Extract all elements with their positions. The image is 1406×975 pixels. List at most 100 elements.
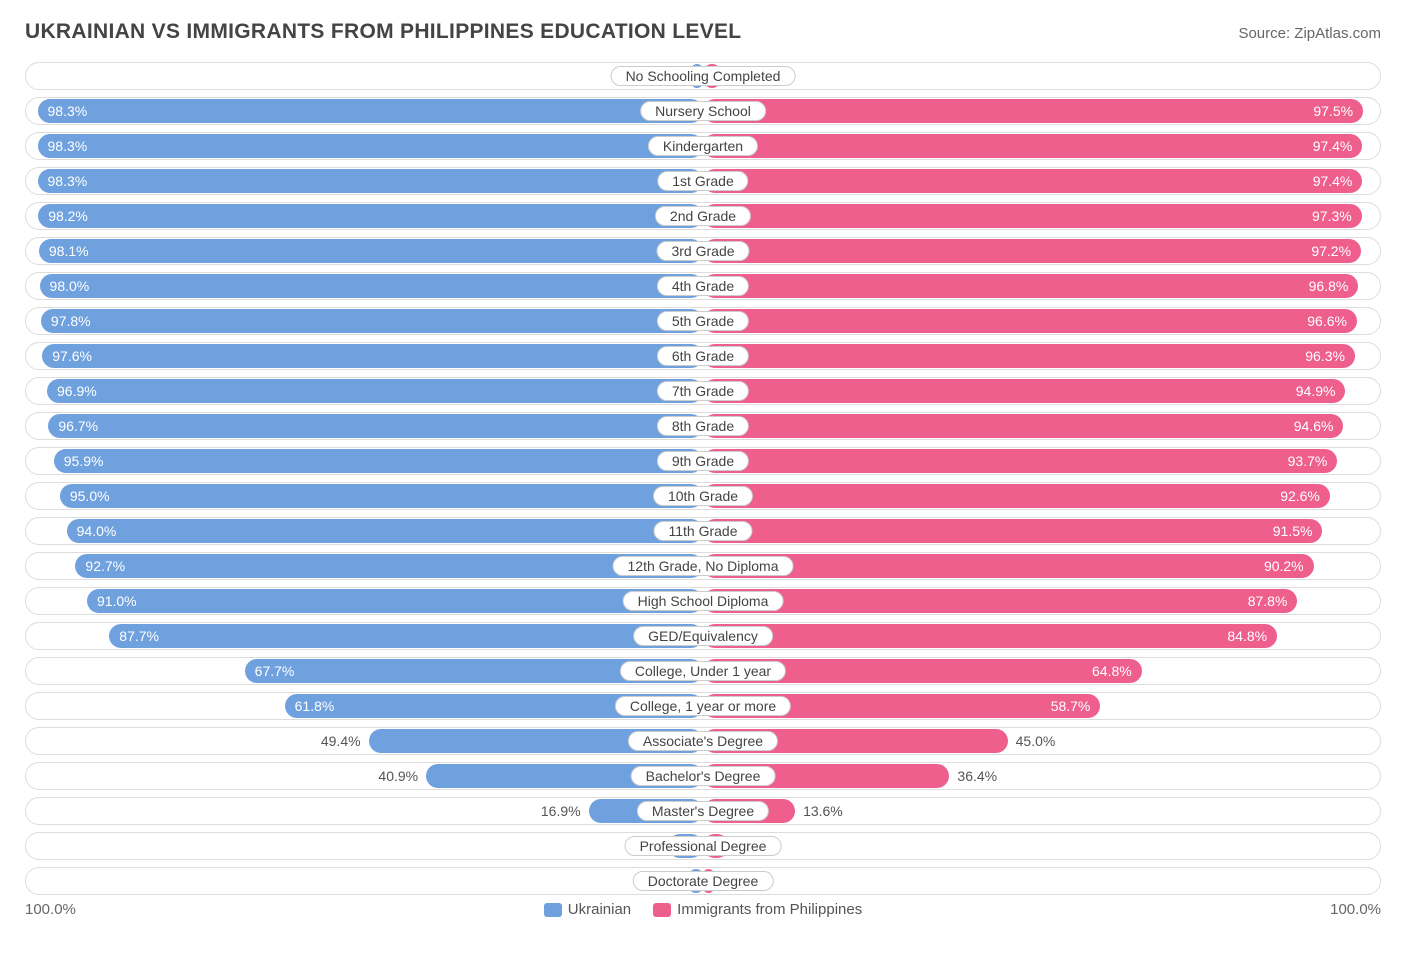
value-right: 13.6% (803, 803, 843, 819)
value-left: 98.3% (48, 103, 88, 119)
chart-row: 97.8%96.6%5th Grade (25, 307, 1381, 335)
value-left: 67.7% (255, 663, 295, 679)
value-left: 98.0% (50, 278, 90, 294)
category-label: 8th Grade (657, 416, 749, 436)
value-right: 96.3% (1305, 348, 1345, 364)
bar-left (60, 484, 703, 508)
chart-row: 16.9%13.6%Master's Degree (25, 797, 1381, 825)
bar-left (67, 519, 703, 543)
bar-left (38, 99, 703, 123)
chart-row: 98.2% 97.3% 2nd Grade (25, 202, 1381, 230)
value-right: 90.2% (1264, 558, 1304, 574)
bar-left (47, 379, 703, 403)
chart-row: 91.0%87.8%High School Diploma (25, 587, 1381, 615)
value-left: 16.9% (541, 803, 581, 819)
chart-rows: 1.8%2.6%No Schooling Completed 98.3% 97.5%… (25, 62, 1381, 895)
value-right: 97.4% (1313, 138, 1353, 154)
bar-right (703, 204, 1362, 228)
bar-left (109, 624, 703, 648)
chart-row: 95.9% 93.7% 9th Grade (25, 447, 1381, 475)
value-right: 96.6% (1307, 313, 1347, 329)
bar-right (703, 519, 1322, 543)
category-label: 3rd Grade (656, 241, 749, 261)
value-right: 93.7% (1288, 453, 1328, 469)
bar-right (703, 624, 1277, 648)
chart-row: 40.9%36.4%Bachelor's Degree (25, 762, 1381, 790)
category-label: Kindergarten (648, 136, 758, 156)
value-right: 58.7% (1051, 698, 1091, 714)
value-left: 96.9% (57, 383, 97, 399)
value-right: 92.6% (1280, 488, 1320, 504)
value-left: 92.7% (85, 558, 125, 574)
legend-label: Immigrants from Philippines (677, 901, 862, 918)
chart-row: 98.3%97.4%Kindergarten (25, 132, 1381, 160)
value-left: 97.6% (52, 348, 92, 364)
bar-right (703, 169, 1362, 193)
value-right: 97.5% (1313, 103, 1353, 119)
legend: Ukrainian Immigrants from Philippines (544, 901, 862, 918)
chart-header: UKRAINIAN VS IMMIGRANTS FROM PHILIPPINES… (25, 20, 1381, 44)
bar-right (703, 449, 1337, 473)
bar-right (703, 134, 1362, 158)
axis-label-left: 100.0% (25, 901, 76, 918)
category-label: College, 1 year or more (615, 696, 791, 716)
chart-row: 87.7%84.8%GED/Equivalency (25, 622, 1381, 650)
bar-right (703, 99, 1363, 123)
chart-row: 5.1%3.9%Professional Degree (25, 832, 1381, 860)
chart-row: 92.7%90.2%12th Grade, No Diploma (25, 552, 1381, 580)
bar-left (54, 449, 703, 473)
legend-item: Ukrainian (544, 901, 631, 918)
value-left: 98.3% (48, 173, 88, 189)
value-right: 96.8% (1309, 278, 1349, 294)
bar-left (48, 414, 703, 438)
value-left: 61.8% (295, 698, 335, 714)
chart-row: 96.9%94.9%7th Grade (25, 377, 1381, 405)
bar-left (75, 554, 703, 578)
chart-row: 98.1%97.2%3rd Grade (25, 237, 1381, 265)
value-right: 97.4% (1313, 173, 1353, 189)
bar-left (39, 239, 703, 263)
chart-container: UKRAINIAN VS IMMIGRANTS FROM PHILIPPINES… (0, 0, 1406, 975)
value-left: 97.8% (51, 313, 91, 329)
chart-row: 98.3% 97.5% Nursery School (25, 97, 1381, 125)
value-left: 98.2% (48, 208, 88, 224)
bar-right (703, 554, 1314, 578)
value-left: 95.9% (64, 453, 104, 469)
legend-label: Ukrainian (568, 901, 631, 918)
bar-left (87, 589, 703, 613)
value-left: 87.7% (119, 628, 159, 644)
value-right: 84.8% (1227, 628, 1267, 644)
value-right: 87.8% (1248, 593, 1288, 609)
axis-label-right: 100.0% (1330, 901, 1381, 918)
chart-row: 98.3% 97.4% 1st Grade (25, 167, 1381, 195)
category-label: Doctorate Degree (633, 871, 774, 891)
chart-row: 95.0%92.6%10th Grade (25, 482, 1381, 510)
bar-right (703, 344, 1355, 368)
category-label: 9th Grade (657, 451, 749, 471)
value-left: 49.4% (321, 733, 361, 749)
category-label: No Schooling Completed (611, 66, 796, 86)
category-label: 6th Grade (657, 346, 749, 366)
bar-left (40, 274, 703, 298)
bar-right (703, 589, 1297, 613)
chart-title: UKRAINIAN VS IMMIGRANTS FROM PHILIPPINES… (25, 20, 741, 44)
chart-row: 49.4%45.0%Associate's Degree (25, 727, 1381, 755)
category-label: 10th Grade (653, 486, 753, 506)
value-left: 91.0% (97, 593, 137, 609)
value-right: 97.3% (1312, 208, 1352, 224)
bar-right (703, 484, 1330, 508)
value-right: 36.4% (957, 768, 997, 784)
bar-left (38, 204, 703, 228)
value-right: 97.2% (1311, 243, 1351, 259)
value-right: 94.9% (1296, 383, 1336, 399)
bar-left (38, 169, 703, 193)
bar-left (38, 134, 703, 158)
chart-row: 67.7%64.8%College, Under 1 year (25, 657, 1381, 685)
category-label: 11th Grade (653, 521, 752, 541)
category-label: 2nd Grade (655, 206, 751, 226)
chart-source: Source: ZipAtlas.com (1238, 25, 1381, 42)
category-label: Nursery School (640, 101, 766, 121)
category-label: 1st Grade (657, 171, 748, 191)
chart-row: 1.8%2.6%No Schooling Completed (25, 62, 1381, 90)
category-label: Associate's Degree (628, 731, 778, 751)
